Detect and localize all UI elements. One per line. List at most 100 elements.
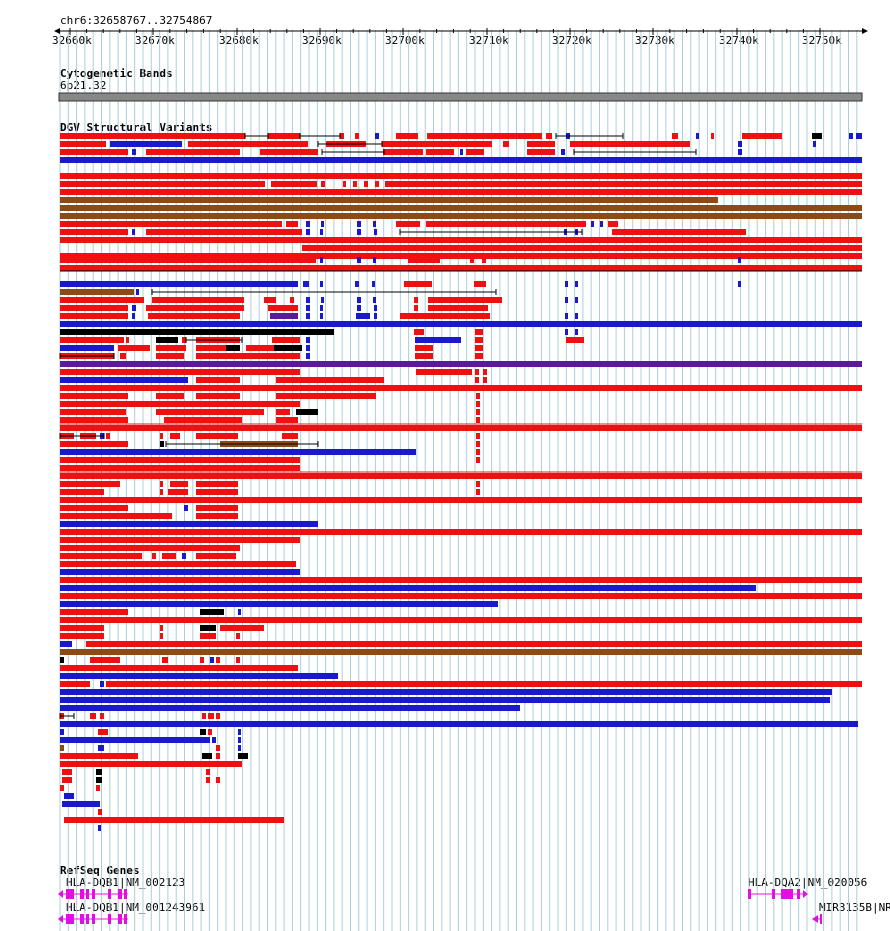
dgv-variant-bar	[357, 257, 361, 263]
dgv-variant-bar	[270, 313, 298, 319]
dgv-variant-bar	[276, 393, 376, 399]
gene-label-mir3135b[interactable]: MIR3135B|NR_	[819, 901, 890, 914]
dgv-variant-bar	[126, 337, 129, 343]
dgv-variant-bar	[60, 361, 862, 367]
dgv-variant-bar	[268, 133, 300, 139]
gene-hla-dqb1-nm002123-exon	[118, 889, 122, 899]
dgv-variant-bar	[374, 313, 377, 319]
dgv-variant-bar	[60, 393, 128, 399]
dgv-variant-bar	[200, 625, 216, 631]
dgv-variant-bar	[738, 149, 742, 155]
dgv-variant-bar	[290, 297, 294, 303]
dgv-variant-bar	[200, 633, 216, 639]
dgv-variant-bar	[404, 281, 432, 287]
dgv-variant-bar	[146, 229, 302, 235]
dgv-variant-bar	[476, 401, 480, 407]
dgv-variant-bar	[64, 793, 74, 799]
ruler-right-arrow	[862, 28, 868, 34]
dgv-variant-bar	[238, 609, 241, 615]
dgv-variant-bar	[271, 181, 317, 187]
dgv-variant-bar	[96, 769, 102, 775]
dgv-variant-bar	[475, 345, 483, 351]
dgv-variant-bar	[476, 433, 480, 439]
dgv-variant-bar	[302, 245, 862, 251]
dgv-variant-bar	[182, 553, 186, 559]
gene-label-hla-dqa2-nm020056[interactable]: HLA-DQA2|NM_020056	[748, 876, 868, 889]
dgv-variant-bar	[206, 777, 210, 783]
dgv-variant-bar	[60, 425, 862, 431]
dgv-variant-bar	[856, 133, 862, 139]
dgv-variant-bar	[575, 297, 578, 303]
ruler-tick-label: 32700k	[385, 34, 425, 47]
dgv-variant-bar	[320, 229, 323, 235]
dgv-variant-bar	[60, 705, 520, 711]
gene-hla-dqb1-nm002123-exon	[92, 889, 95, 899]
dgv-variant-bar	[268, 305, 298, 311]
dgv-variant-bar	[182, 337, 186, 343]
dgv-variant-bar	[62, 769, 72, 775]
dgv-variant-bar	[60, 633, 104, 639]
dgv-variant-bar	[60, 521, 318, 527]
dgv-variant-bar	[160, 489, 163, 495]
dgv-variant-bar	[375, 181, 379, 187]
dgv-variant-bar	[303, 281, 309, 287]
gene-hla-dqb1-nm001243961-exon	[124, 914, 127, 924]
ruler-tick-label: 32680k	[219, 34, 259, 47]
ruler-tick-label: 32720k	[552, 34, 592, 47]
dgv-variant-bar	[566, 337, 584, 343]
dgv-variant-bar	[60, 465, 300, 471]
dgv-variant-bar	[60, 157, 862, 163]
dgv-variant-bar	[60, 449, 416, 455]
dgv-variant-bar	[306, 297, 310, 303]
dgv-variant-bar	[396, 133, 418, 139]
dgv-variant-bar	[100, 713, 104, 719]
dgv-variant-bar	[62, 801, 100, 807]
dgv-variant-bar	[60, 497, 862, 503]
gene-label-hla-dqb1-nm001243961[interactable]: HLA-DQB1|NM_001243961	[66, 901, 206, 914]
dgv-variant-bar	[474, 281, 486, 287]
dgv-variant-bar	[476, 417, 480, 423]
dgv-variant-bar	[60, 401, 300, 407]
dgv-variant-bar	[162, 553, 176, 559]
dgv-variant-bar	[426, 221, 586, 227]
refseq-track-title: RefSeq Genes	[60, 864, 140, 877]
dgv-variant-bar	[575, 281, 578, 287]
dgv-variant-bar	[60, 593, 862, 599]
dgv-variant-bar	[260, 149, 318, 155]
dgv-variant-bar	[738, 281, 741, 287]
dgv-variant-bar	[212, 737, 216, 743]
gene-mir3135b-strand-arrow	[812, 915, 818, 923]
gene-label-hla-dqb1-nm002123[interactable]: HLA-DQB1|NM_002123	[66, 876, 186, 889]
dgv-variant-bar	[60, 289, 134, 295]
dgv-variant-bar	[236, 633, 240, 639]
dgv-variant-bar	[60, 729, 64, 735]
dgv-variant-bar	[813, 141, 816, 147]
dgv-variant-bar	[320, 305, 323, 311]
dgv-variant-bar	[196, 393, 240, 399]
dgv-variant-bar	[118, 345, 150, 351]
dgv-variant-bar	[156, 345, 186, 351]
dgv-variant-bar	[306, 305, 310, 311]
dgv-variant-bar	[849, 133, 853, 139]
dgv-variant-bar	[106, 433, 110, 439]
gene-hla-dqa2-nm020056-exon	[772, 889, 775, 899]
dgv-variant-bar	[60, 417, 128, 423]
dgv-variant-bar	[60, 569, 300, 575]
dgv-variant-bar	[98, 745, 104, 751]
dgv-variant-bar	[340, 133, 344, 139]
dgv-variant-bar	[200, 609, 224, 615]
dgv-variant-bar	[216, 657, 220, 663]
dgv-variant-bar	[276, 409, 290, 415]
dgv-variant-bar	[146, 305, 244, 311]
dgv-variant-bar	[184, 505, 188, 511]
dgv-variant-bar	[320, 313, 323, 319]
dgv-variant-bar	[575, 329, 578, 335]
dgv-variant-bar	[132, 149, 136, 155]
dgv-variant-bar	[60, 297, 144, 303]
dgv-variant-bar	[306, 229, 310, 235]
dgv-variant-bar	[357, 297, 361, 303]
dgv-variant-bar	[415, 353, 433, 359]
dgv-variant-bar	[60, 409, 126, 415]
dgv-variant-bar	[475, 377, 479, 383]
